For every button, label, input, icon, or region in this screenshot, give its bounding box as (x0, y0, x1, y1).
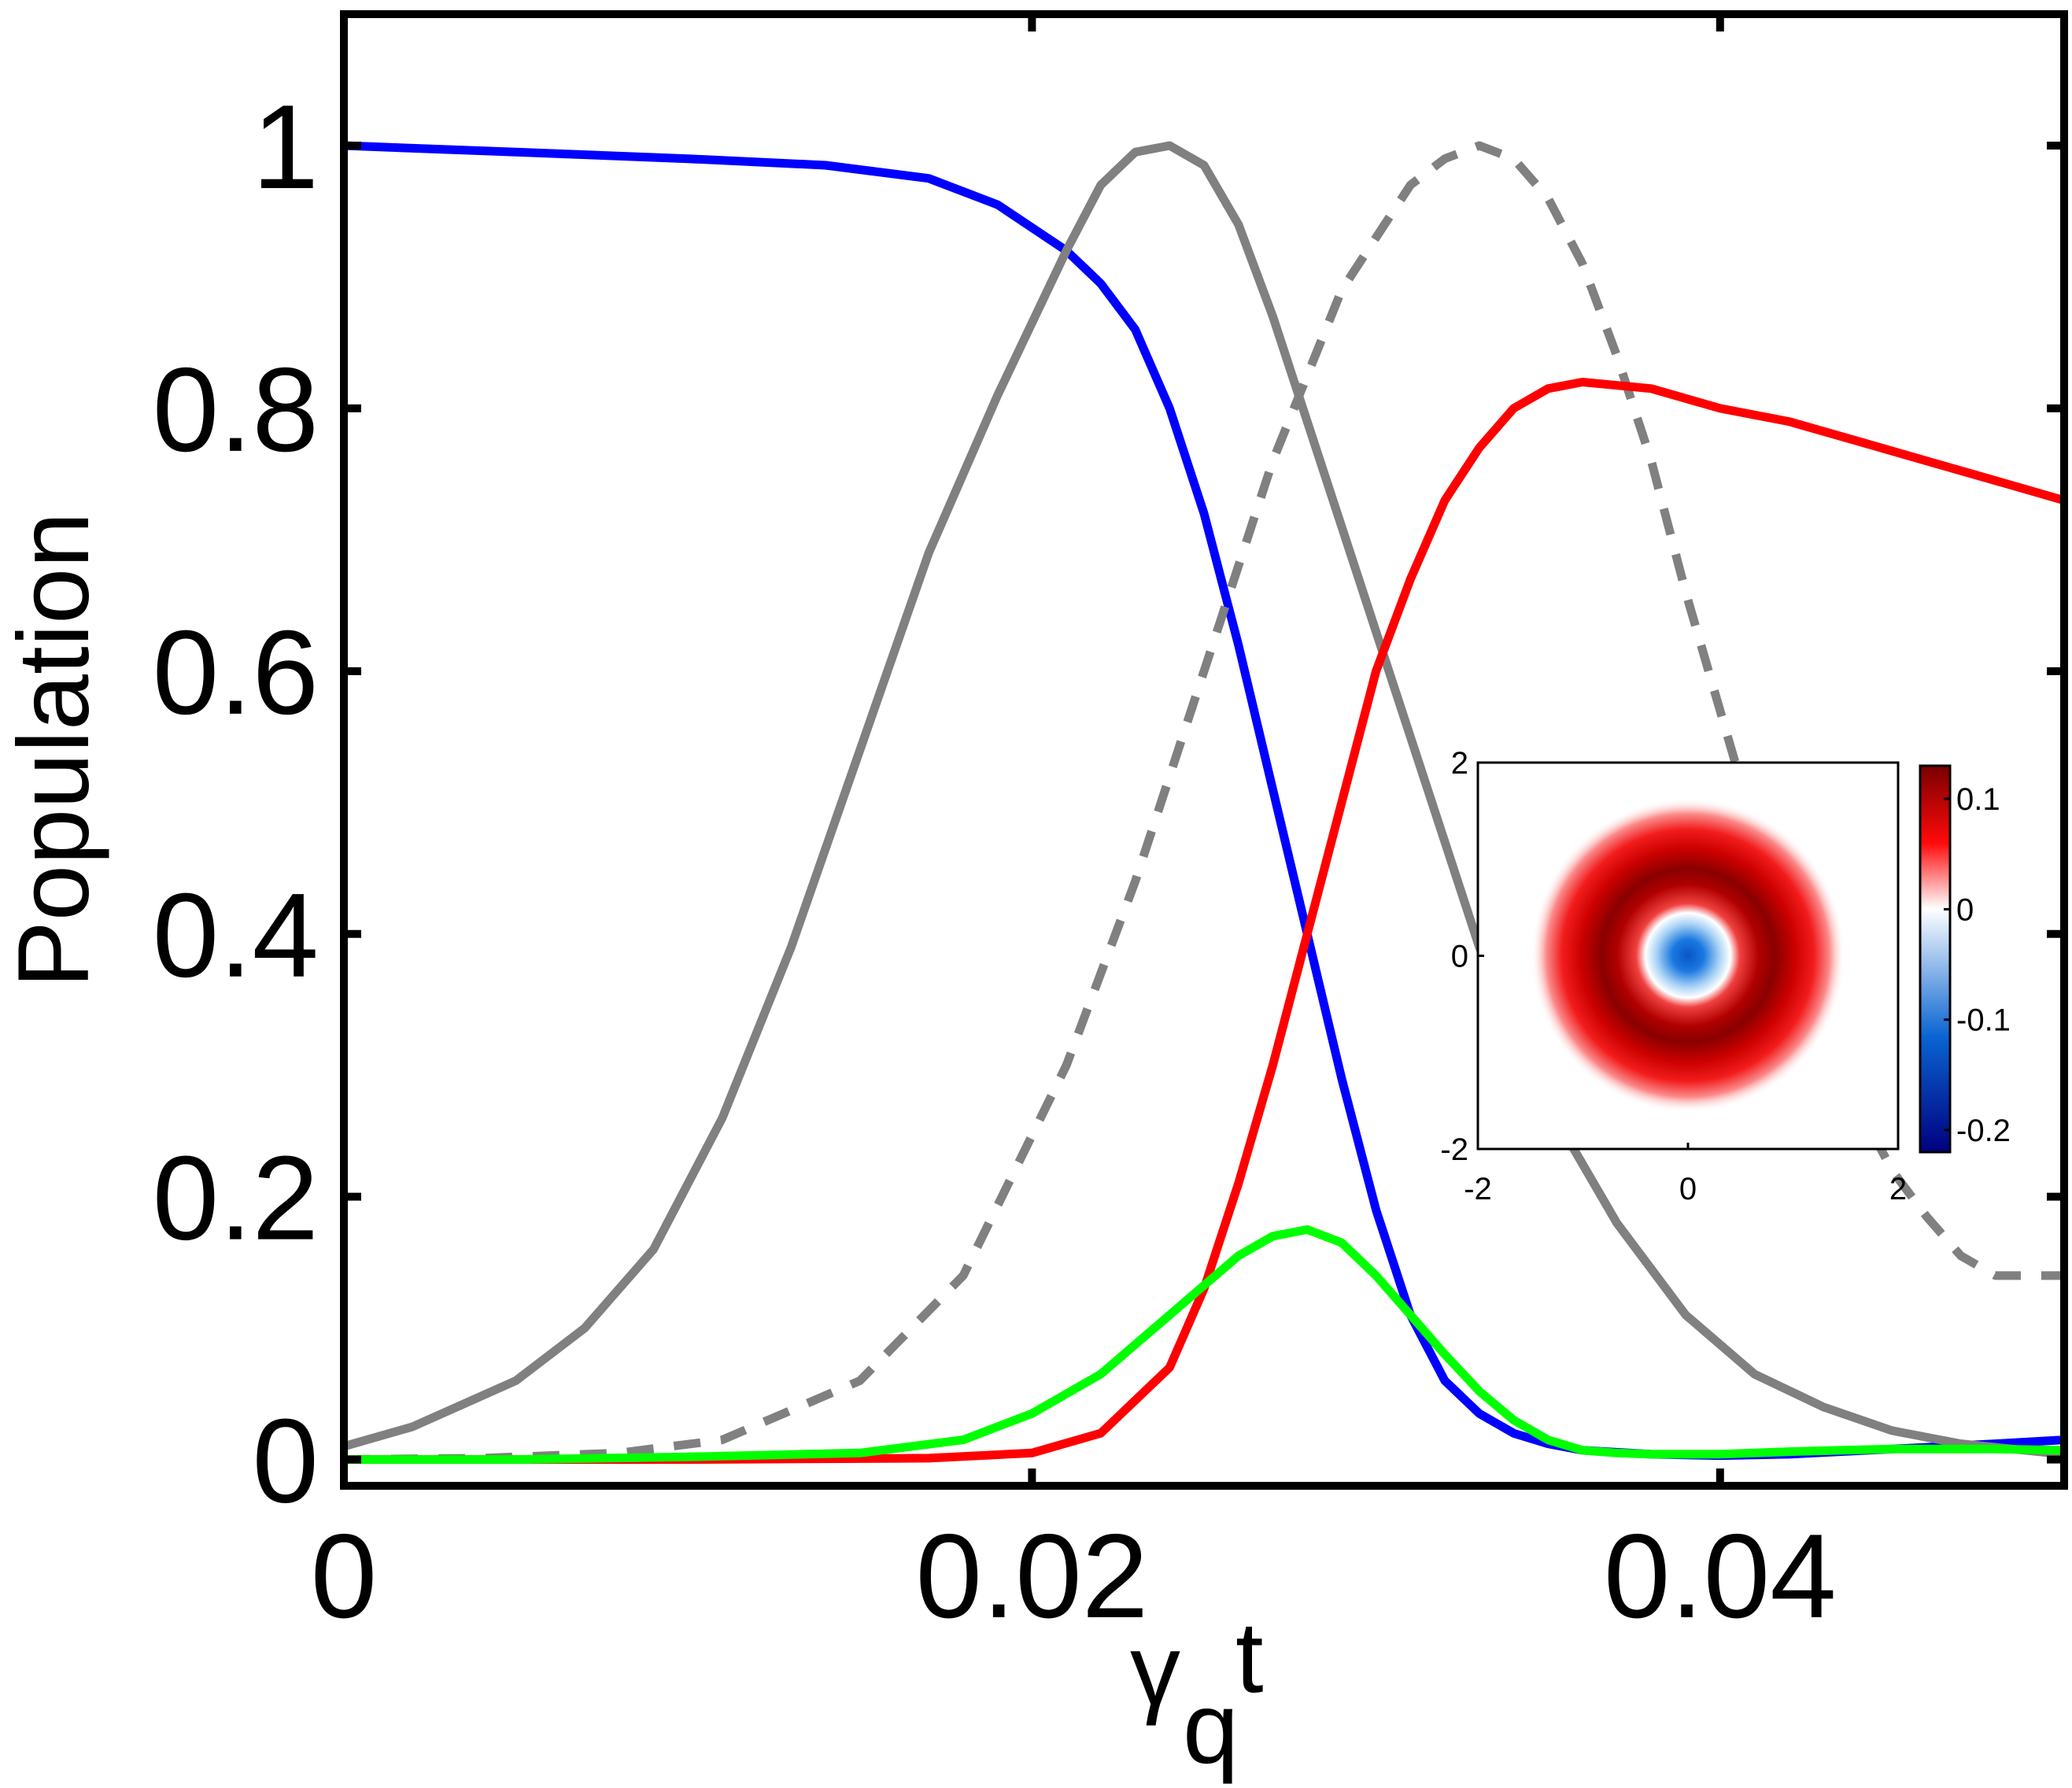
wigner-inset: -2 0 2 -2 0 2 0.1 0 -0.1 -0.2 (1440, 746, 2011, 1206)
colorbar-tick-label: -0.2 (1956, 1114, 2011, 1148)
inset-x-tick-label: 0 (1679, 1172, 1697, 1206)
series-layer (344, 141, 2064, 1465)
inset-ticks: -2 0 2 -2 0 2 (1440, 746, 1907, 1206)
series-line-2 (344, 141, 2064, 1459)
series-line-5 (344, 1225, 2064, 1465)
y-tick-label: 0.8 (153, 343, 319, 477)
inset-y-tick-label: 0 (1451, 940, 1468, 974)
x-axis-label: γ q t (1130, 1601, 1264, 1785)
colorbar-tick-label: 0.1 (1956, 782, 2000, 817)
y-tick-label: 0.6 (153, 606, 319, 740)
plot-frame (340, 10, 2068, 1490)
inset-heatmap (1478, 763, 1898, 1149)
inset-x-tick-label: 2 (1889, 1172, 1907, 1206)
inset-colorbar (1919, 764, 1952, 1154)
colorbar-ticks: 0.1 0 -0.1 -0.2 (1944, 782, 2011, 1148)
main-ticks: 0 0.02 0.04 0 0.2 0.4 0.6 0.8 1 (153, 14, 2064, 1643)
x-axis-gamma: γ (1130, 1614, 1180, 1727)
x-tick-label: 0.02 (915, 1509, 1148, 1643)
colorbar-tick-label: -0.1 (1956, 1003, 2011, 1038)
series-line-4 (344, 378, 2064, 1465)
y-tick-label: 0.4 (153, 869, 319, 1003)
inset-y-tick-label: -2 (1440, 1132, 1468, 1167)
series-line-3 (344, 141, 2064, 1465)
x-tick-label: 0 (311, 1509, 378, 1643)
y-tick-label: 1 (252, 80, 319, 214)
x-axis-subscript: q (1183, 1672, 1239, 1785)
y-tick-label: 0.2 (153, 1132, 319, 1265)
y-tick-label: 0 (252, 1395, 319, 1528)
inset-y-tick-label: 2 (1451, 746, 1468, 781)
colorbar-tick-label: 0 (1956, 892, 1974, 927)
y-axis-label: Population (0, 512, 110, 988)
inset-x-tick-label: -2 (1464, 1172, 1492, 1206)
y-axis-title: Population (0, 512, 110, 988)
x-tick-label: 0.04 (1604, 1509, 1837, 1643)
x-axis-variable: t (1235, 1601, 1264, 1714)
main-plot (344, 141, 2064, 1465)
